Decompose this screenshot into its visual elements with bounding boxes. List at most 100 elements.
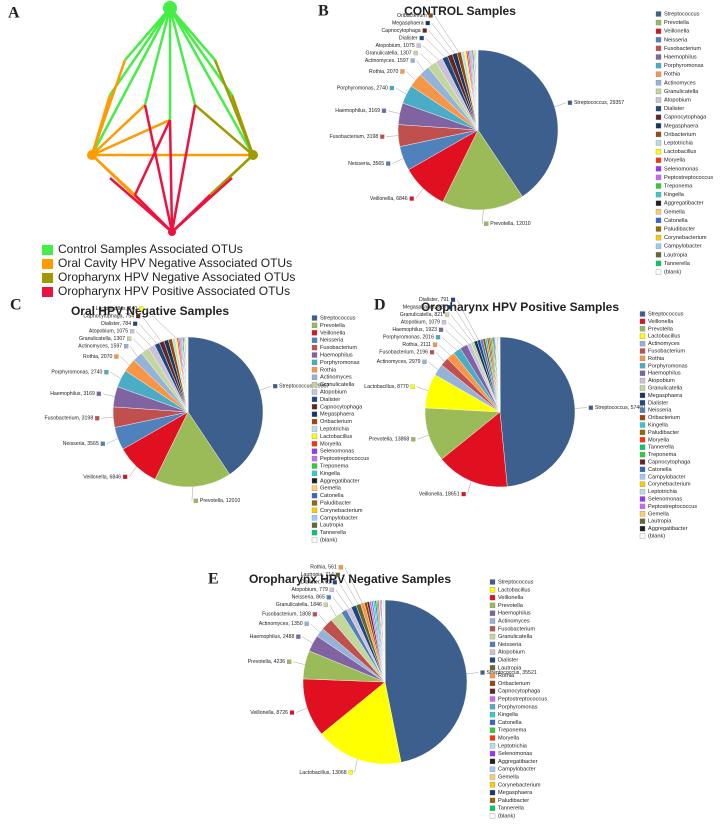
legend-swatch — [489, 758, 496, 765]
legend-label: Paludibacter — [320, 500, 351, 506]
data-label: Veillonella, 8726 — [250, 710, 288, 716]
legend-label: Peptostreptococcus — [498, 696, 547, 702]
legend-swatch — [639, 370, 646, 376]
data-label: Capnocytophaga — [381, 28, 420, 34]
legend-swatch — [655, 114, 662, 120]
legend-swatch — [489, 688, 496, 694]
legend-swatch — [639, 400, 646, 406]
legend-label: Granulicatella — [664, 89, 699, 95]
label-swatch — [127, 336, 132, 341]
data-label: Haemophilus, 3169 — [335, 108, 380, 114]
legend-label: Aggregatibacter — [320, 478, 360, 484]
legend-label: Dialister — [320, 397, 340, 403]
data-label: Haemophilus, 3169 — [50, 391, 95, 397]
legend-swatch — [311, 411, 318, 417]
legend-swatch — [639, 474, 646, 480]
legend-label: Haemophilus — [498, 611, 531, 617]
label-swatch — [124, 344, 129, 349]
legend-swatch — [639, 318, 646, 325]
label-swatch — [413, 50, 418, 56]
label-swatch — [422, 28, 427, 33]
data-label: Granulicatella, 821 — [400, 312, 443, 318]
legend-swatch — [489, 805, 496, 811]
data-label: Prevotella, 12010 — [200, 498, 240, 504]
legend-swatch — [655, 209, 662, 215]
legend-label: Paludibacter — [498, 798, 529, 804]
label-swatch — [410, 58, 415, 63]
leader-line — [138, 323, 158, 344]
legend-swatch — [489, 618, 496, 624]
label-swatch — [289, 710, 295, 715]
legend-label: Streptococcus — [498, 579, 534, 585]
legend-label: Moryella — [498, 735, 520, 741]
legend-label: Dialister — [664, 106, 684, 112]
leader-line — [129, 346, 138, 357]
legend-swatch — [655, 226, 662, 232]
legend-label: Catonella — [320, 493, 345, 499]
legend-label: Paludibacter — [648, 430, 679, 436]
leader-line — [101, 417, 114, 419]
legend-label: Oropharynx HPV Negative Associated OTUs — [58, 270, 295, 284]
data-label: Fusobacterium, 3198 — [44, 416, 93, 422]
legend-label: Campylobacter — [664, 244, 702, 250]
legend-swatch — [639, 326, 646, 332]
legend-swatch — [639, 444, 646, 450]
legend-swatch — [311, 537, 318, 543]
legend-swatch — [655, 62, 662, 69]
legend-label: Gemella — [320, 486, 342, 492]
legend-swatch — [311, 367, 318, 373]
label-swatch — [338, 565, 343, 570]
chart-title: Oropharynx HPV Negative Samples — [249, 572, 451, 586]
legend-swatch — [655, 252, 662, 258]
label-swatch — [428, 13, 433, 18]
data-label: Rothia, 561 — [310, 565, 337, 571]
leader-line — [310, 623, 320, 633]
data-label: Prevotella, 13868 — [369, 437, 409, 443]
legend-swatch — [489, 579, 496, 585]
leader-line — [554, 102, 567, 107]
label-swatch — [419, 35, 424, 41]
legend-swatch — [311, 522, 318, 528]
label-swatch — [461, 491, 466, 497]
legend-swatch — [489, 766, 496, 772]
data-label: Granulicatella, 1846 — [276, 602, 322, 608]
legend-swatch — [489, 641, 496, 648]
legend-swatch — [489, 602, 496, 609]
legend-label: Tannerella — [664, 261, 691, 267]
legend-swatch — [655, 131, 662, 138]
leader-line — [318, 614, 327, 625]
legend-label: Oral Cavity HPV Negative Associated OTUs — [58, 256, 292, 270]
leader-line — [416, 60, 425, 71]
legend-label: Treponema — [498, 728, 527, 734]
data-label: Rothia, 2111 — [402, 342, 431, 348]
data-label: Oribacterium — [397, 13, 427, 19]
leader-line — [341, 574, 359, 605]
legend-swatch — [639, 377, 646, 384]
data-label: Veillonella, 6846 — [370, 196, 408, 202]
data-label: Rothia, 2070 — [369, 69, 399, 75]
pie-slice — [441, 411, 508, 488]
label-swatch — [323, 602, 328, 607]
legend-label: Leptotrichia — [498, 743, 528, 749]
legend-label: Lactobacillus — [498, 587, 531, 593]
legend-swatch — [655, 243, 662, 249]
legend-label: Catonella — [664, 218, 689, 224]
leader-line — [419, 52, 433, 65]
legend-label: Neisseria — [320, 338, 344, 344]
label-swatch — [114, 354, 119, 359]
leader-line — [329, 604, 337, 617]
leader-line — [335, 589, 349, 609]
legend-swatch — [639, 451, 646, 458]
legend-label: Selenomonas — [320, 449, 354, 455]
leader-line — [259, 386, 272, 391]
label-swatch — [429, 350, 435, 355]
legend-swatch — [655, 200, 662, 206]
panel-label: B — [318, 3, 329, 20]
data-label: Fusobacterium, 3198 — [330, 134, 379, 140]
legend-swatch — [42, 273, 53, 283]
legend-swatch — [655, 140, 662, 146]
legend-swatch — [42, 259, 53, 269]
legend-swatch — [311, 441, 318, 447]
legend-label: Neisseria — [664, 37, 688, 43]
